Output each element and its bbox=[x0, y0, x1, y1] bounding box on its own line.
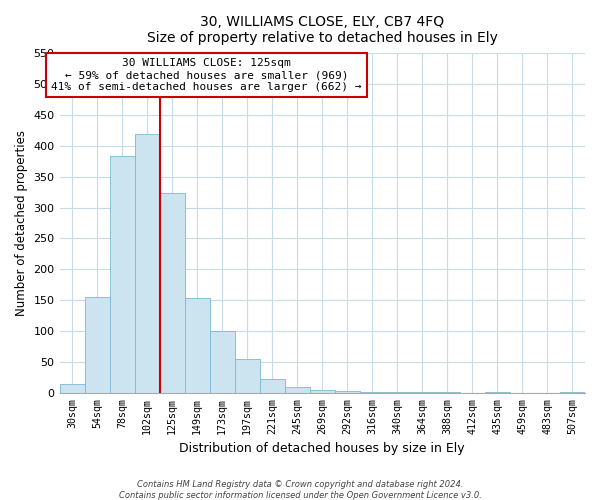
Bar bbox=[560, 392, 585, 393]
Text: 30 WILLIAMS CLOSE: 125sqm
← 59% of detached houses are smaller (969)
41% of semi: 30 WILLIAMS CLOSE: 125sqm ← 59% of detac… bbox=[52, 58, 362, 92]
Y-axis label: Number of detached properties: Number of detached properties bbox=[15, 130, 28, 316]
Bar bbox=[59, 384, 85, 393]
Bar bbox=[85, 297, 110, 393]
Bar bbox=[435, 392, 460, 393]
X-axis label: Distribution of detached houses by size in Ely: Distribution of detached houses by size … bbox=[179, 442, 465, 455]
Bar bbox=[285, 386, 310, 393]
Bar bbox=[335, 391, 360, 393]
Bar bbox=[385, 392, 410, 393]
Bar bbox=[310, 390, 335, 393]
Bar bbox=[360, 392, 385, 393]
Bar bbox=[160, 194, 185, 393]
Bar bbox=[185, 298, 209, 393]
Bar bbox=[260, 379, 285, 393]
Title: 30, WILLIAMS CLOSE, ELY, CB7 4FQ
Size of property relative to detached houses in: 30, WILLIAMS CLOSE, ELY, CB7 4FQ Size of… bbox=[147, 15, 498, 45]
Bar bbox=[209, 331, 235, 393]
Bar bbox=[235, 359, 260, 393]
Bar bbox=[134, 134, 160, 393]
Text: Contains HM Land Registry data © Crown copyright and database right 2024.
Contai: Contains HM Land Registry data © Crown c… bbox=[119, 480, 481, 500]
Bar bbox=[110, 156, 134, 393]
Bar bbox=[485, 392, 510, 393]
Bar bbox=[410, 392, 435, 393]
